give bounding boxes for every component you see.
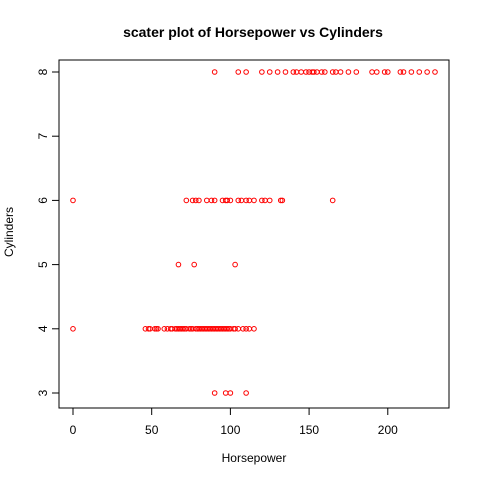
- data-point: [373, 69, 380, 75]
- data-point: [211, 69, 218, 75]
- data-point: [259, 69, 265, 75]
- data-point: [240, 326, 246, 332]
- x-tick-label: 150: [299, 423, 319, 437]
- y-tick-label: 7: [36, 133, 50, 140]
- data-point: [381, 69, 388, 75]
- data-point: [224, 197, 231, 204]
- y-tick-label: 4: [36, 325, 50, 332]
- data-point: [246, 326, 253, 332]
- data-point: [266, 197, 273, 204]
- data-point: [337, 69, 344, 75]
- data-point: [303, 69, 309, 75]
- data-point: [274, 69, 281, 75]
- data-point: [235, 197, 242, 204]
- data-point: [329, 197, 336, 204]
- data-point: [290, 69, 297, 75]
- data-point: [196, 197, 202, 204]
- data-point: [251, 197, 257, 204]
- data-point: [262, 197, 268, 204]
- data-point: [70, 197, 76, 204]
- x-tick-label: 0: [70, 423, 77, 437]
- data-point: [208, 197, 215, 204]
- data-point: [400, 69, 407, 75]
- data-point: [384, 69, 391, 75]
- y-axis-title: Cylinders: [2, 207, 16, 257]
- x-axis: 0 50 100 150 200: [70, 408, 398, 437]
- data-point: [191, 261, 197, 268]
- data-point: [189, 197, 196, 204]
- data-point: [238, 197, 245, 204]
- y-tick-label: 3: [36, 389, 50, 396]
- data-point: [424, 69, 430, 75]
- data-point: [432, 69, 438, 75]
- data-point: [311, 69, 317, 75]
- data-point: [232, 326, 238, 332]
- data-point: [227, 390, 234, 396]
- data-point: [211, 197, 218, 204]
- data-point: [333, 69, 339, 75]
- data-point: [232, 261, 238, 268]
- y-tick-label: 5: [36, 261, 50, 268]
- data-point: [161, 326, 168, 332]
- data-point: [259, 197, 265, 204]
- data-point: [243, 69, 249, 75]
- y-tick-label: 6: [36, 197, 50, 204]
- x-tick-label: 100: [220, 423, 240, 437]
- data-point: [416, 69, 423, 75]
- data-point: [369, 69, 375, 75]
- data-point: [183, 197, 190, 204]
- plot-frame: [58, 59, 450, 409]
- data-point: [70, 326, 76, 332]
- x-axis-title: Horsepower: [222, 451, 287, 465]
- data-point: [298, 69, 305, 75]
- data-point: [203, 197, 210, 204]
- data-point: [314, 69, 320, 75]
- data-point: [282, 69, 289, 75]
- data-point: [243, 390, 249, 396]
- data-point: [345, 69, 352, 75]
- data-point: [175, 261, 182, 268]
- chart-title: scater plot of Horsepower vs Cylinders: [123, 24, 383, 40]
- data-point: [353, 69, 360, 75]
- data-point: [408, 69, 415, 75]
- data-point: [318, 69, 325, 75]
- data-point: [227, 197, 234, 204]
- data-point: [222, 390, 229, 396]
- data-point: [235, 326, 242, 332]
- data-point: [293, 69, 300, 75]
- data-point: [322, 69, 328, 75]
- x-tick-label: 200: [378, 423, 398, 437]
- data-point: [211, 390, 218, 396]
- data-point: [397, 69, 404, 75]
- data-point: [251, 326, 257, 332]
- data-point: [192, 197, 199, 204]
- x-tick-label: 50: [145, 423, 159, 437]
- data-point: [246, 197, 253, 204]
- data-point: [155, 326, 161, 332]
- data-points: [70, 69, 438, 396]
- data-point: [279, 197, 286, 204]
- data-point: [243, 197, 249, 204]
- y-axis: 3 4 5 6 7 8: [36, 68, 59, 396]
- data-point: [243, 326, 249, 332]
- data-point: [266, 69, 273, 75]
- data-point: [329, 69, 336, 75]
- y-tick-label: 8: [36, 68, 50, 75]
- data-point: [235, 69, 242, 75]
